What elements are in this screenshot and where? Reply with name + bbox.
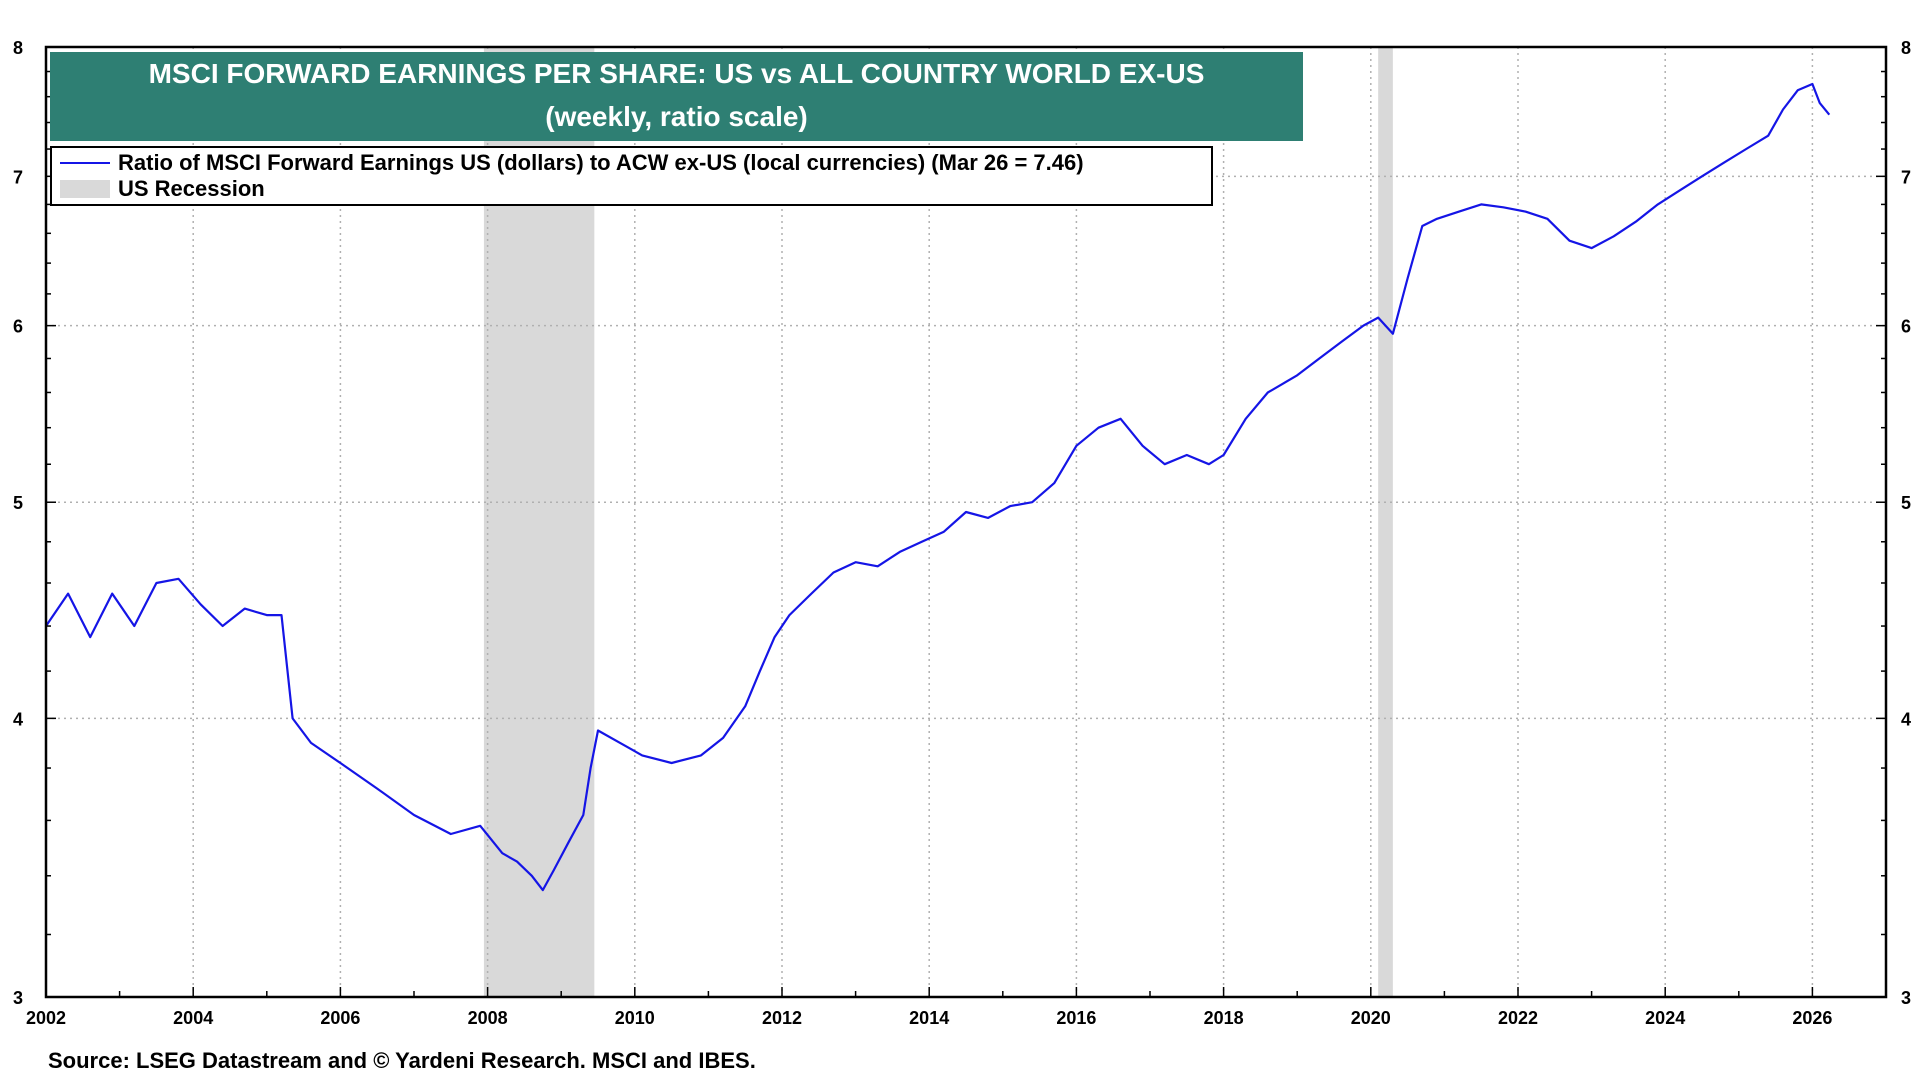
x-tick-label-2010: 2010 bbox=[615, 1008, 655, 1028]
x-tick-label-2026: 2026 bbox=[1792, 1008, 1832, 1028]
x-tick-label-2024: 2024 bbox=[1645, 1008, 1685, 1028]
x-tick-label-2016: 2016 bbox=[1056, 1008, 1096, 1028]
legend-recession-label: US Recession bbox=[118, 176, 265, 201]
y-tick-label-right-8: 8 bbox=[1901, 38, 1911, 58]
x-tick-label-2002: 2002 bbox=[26, 1008, 66, 1028]
legend-item-series: Ratio of MSCI Forward Earnings US (dolla… bbox=[60, 150, 1084, 176]
y-tick-label-left-6: 6 bbox=[13, 317, 23, 337]
x-tick-label-2004: 2004 bbox=[173, 1008, 213, 1028]
x-tick-label-2012: 2012 bbox=[762, 1008, 802, 1028]
y-tick-label-left-4: 4 bbox=[13, 709, 23, 729]
recession-band-2 bbox=[1378, 47, 1393, 997]
y-tick-label-right-3: 3 bbox=[1901, 988, 1911, 1008]
x-tick-label-2022: 2022 bbox=[1498, 1008, 1538, 1028]
x-tick-label-2014: 2014 bbox=[909, 1008, 949, 1028]
y-tick-label-left-8: 8 bbox=[13, 38, 23, 58]
x-tick-label-2020: 2020 bbox=[1351, 1008, 1391, 1028]
y-tick-label-left-3: 3 bbox=[13, 988, 23, 1008]
legend-series-swatch bbox=[60, 162, 110, 164]
legend-item-recession: US Recession bbox=[60, 176, 265, 202]
y-tick-label-right-4: 4 bbox=[1901, 709, 1911, 729]
tick-labels: 2002 2004 2006 2008 2010 2012 2014 2016 2018 2020… bbox=[13, 38, 1911, 1028]
y-tick-label-right-6: 6 bbox=[1901, 317, 1911, 337]
plot-frame bbox=[44, 45, 1888, 999]
x-tick-label-2008: 2008 bbox=[468, 1008, 508, 1028]
y-tick-label-left-7: 7 bbox=[13, 167, 23, 187]
legend: Ratio of MSCI Forward Earnings US (dolla… bbox=[50, 146, 1213, 206]
y-tick-label-right-7: 7 bbox=[1901, 167, 1911, 187]
series-layer bbox=[45, 82, 1831, 892]
chart-title: MSCI FORWARD EARNINGS PER SHARE: US vs A… bbox=[50, 52, 1303, 141]
x-tick-label-2006: 2006 bbox=[320, 1008, 360, 1028]
title-line-1: MSCI FORWARD EARNINGS PER SHARE: US vs A… bbox=[148, 58, 1205, 89]
source-note: Source: LSEG Datastream and © Yardeni Re… bbox=[48, 1048, 756, 1073]
x-tick-label-2018: 2018 bbox=[1204, 1008, 1244, 1028]
y-tick-label-right-5: 5 bbox=[1901, 493, 1911, 513]
legend-series-label: Ratio of MSCI Forward Earnings US (dolla… bbox=[118, 150, 1084, 175]
tick-marks bbox=[45, 70, 1887, 998]
y-tick-label-left-5: 5 bbox=[13, 493, 23, 513]
legend-recession-swatch bbox=[60, 180, 110, 198]
title-line-2: (weekly, ratio scale) bbox=[545, 101, 808, 132]
series-line-1 bbox=[45, 82, 1831, 892]
